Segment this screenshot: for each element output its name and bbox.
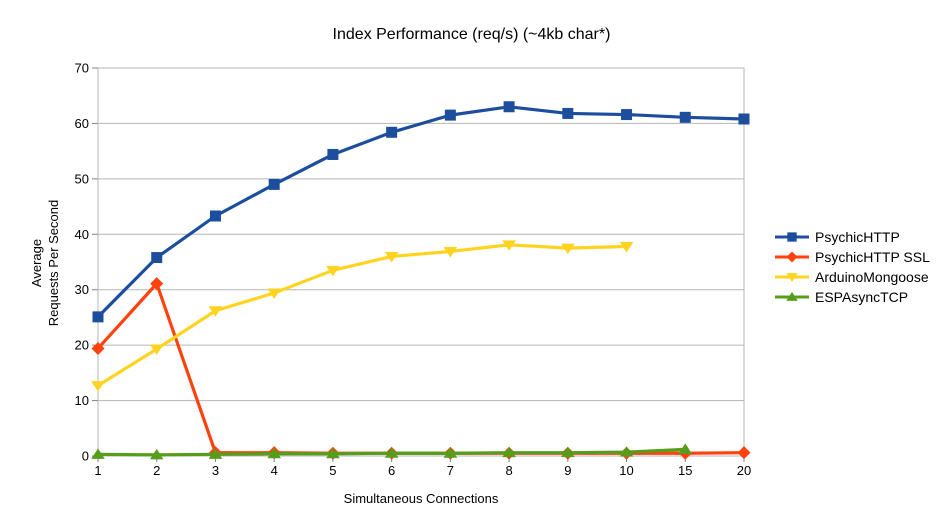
legend-label: ArduinoMongoose [815,269,929,285]
data-point-marker-ESPAsyncTCP [267,447,281,459]
data-point-marker-PsychicHTTP [679,111,691,123]
triangle-up-legend-icon [775,291,809,301]
x-axis-title: Simultaneous Connections [343,491,499,506]
data-point-marker-PsychicHTTP [327,148,339,160]
data-point-marker-ESPAsyncTCP [326,447,340,459]
data-point-marker-ESPAsyncTCP [91,448,105,459]
legend-label: PsychicHTTP [815,229,900,245]
data-point-marker-ESPAsyncTCP [208,448,223,459]
data-point-marker-PsychicHTTP [621,109,633,121]
y-tick-label: 0 [82,449,89,464]
data-point-marker-PsychicHTTP [738,113,750,125]
legend-label: PsychicHTTP SSL [815,249,930,265]
x-tick-label: 2 [153,463,160,478]
y-tick-label: 20 [75,338,89,353]
series-line-PsychicHTTP SSL [96,282,745,455]
y-tick-label: 50 [75,171,89,186]
plot-frame [97,67,745,457]
data-point-marker-ArduinoMongoose [384,251,399,263]
triangle-down-legend-icon [775,273,809,283]
y-tick-label: 40 [75,227,89,242]
data-point-marker-ArduinoMongoose [443,246,458,258]
data-point-marker-ArduinoMongoose [267,288,281,300]
legend-item: ArduinoMongoose [775,267,930,287]
legend-item: PsychicHTTP [775,227,930,247]
legend-label: ESPAsyncTCP [815,289,909,305]
legend-marker [786,273,798,283]
data-point-marker-PsychicHTTP [209,210,221,222]
data-point-marker-ESPAsyncTCP [678,443,693,454]
diamond-legend-icon [775,251,809,263]
data-point-marker-ESPAsyncTCP [384,447,399,458]
square-legend-icon [775,232,809,242]
data-point-marker-PsychicHTTP [92,311,104,323]
data-point-marker-PsychicHTTP SSL [150,277,164,291]
chart-title: Index Performance (req/s) (~4kb char*) [332,26,611,43]
data-point-marker-ArduinoMongoose [326,265,340,277]
x-tick-label: 4 [271,463,278,478]
data-point-marker-PsychicHTTP [562,107,574,119]
data-point-marker-PsychicHTTP [268,178,280,190]
x-tick-label: 1 [94,463,101,478]
series-line-ArduinoMongoose [97,243,627,387]
data-point-marker-PsychicHTTP [151,252,163,264]
x-tick-label: 6 [388,463,395,478]
legend-item: PsychicHTTP SSL [775,247,930,267]
y-tick-label: 30 [75,282,89,297]
x-tick-label: 7 [447,463,454,478]
data-point-marker-PsychicHTTP [386,126,398,138]
data-point-marker-ArduinoMongoose [91,381,105,392]
series-line-PsychicHTTP [96,105,745,319]
x-tick-label: 3 [212,463,219,478]
data-point-marker-ESPAsyncTCP [561,446,575,458]
legend: PsychicHTTP PsychicHTTP SSL ArduinoMongoos… [775,227,930,307]
x-tick-label: 20 [737,463,751,478]
y-tick-label: 10 [75,393,89,408]
data-point-marker-ESPAsyncTCP [619,446,634,457]
data-point-marker-ArduinoMongoose [502,240,516,251]
legend-item: ESPAsyncTCP [775,287,930,307]
data-point-marker-PsychicHTTP SSL [737,446,751,460]
data-point-marker-ArduinoMongoose [149,344,164,356]
legend-marker [786,251,798,263]
data-point-marker-ArduinoMongoose [208,306,223,317]
data-point-marker-PsychicHTTP [444,109,456,121]
data-point-marker-PsychicHTTP SSL [91,341,105,355]
data-point-marker-ESPAsyncTCP [149,448,164,460]
x-tick-label: 8 [505,463,512,478]
y-tick-label: 70 [75,61,89,76]
x-tick-label: 15 [678,463,692,478]
data-point-marker-ArduinoMongoose [561,243,575,255]
data-point-marker-PsychicHTTP [503,101,515,113]
legend-marker [787,232,797,242]
data-point-marker-ESPAsyncTCP [502,446,516,458]
data-point-marker-ArduinoMongoose [619,241,634,253]
legend-marker [786,291,798,301]
data-point-marker-ESPAsyncTCP [443,447,458,458]
y-tick-label: 60 [75,116,89,131]
x-tick-label: 9 [564,463,571,478]
x-tick-label: 10 [619,463,633,478]
x-tick-label: 5 [329,463,336,478]
